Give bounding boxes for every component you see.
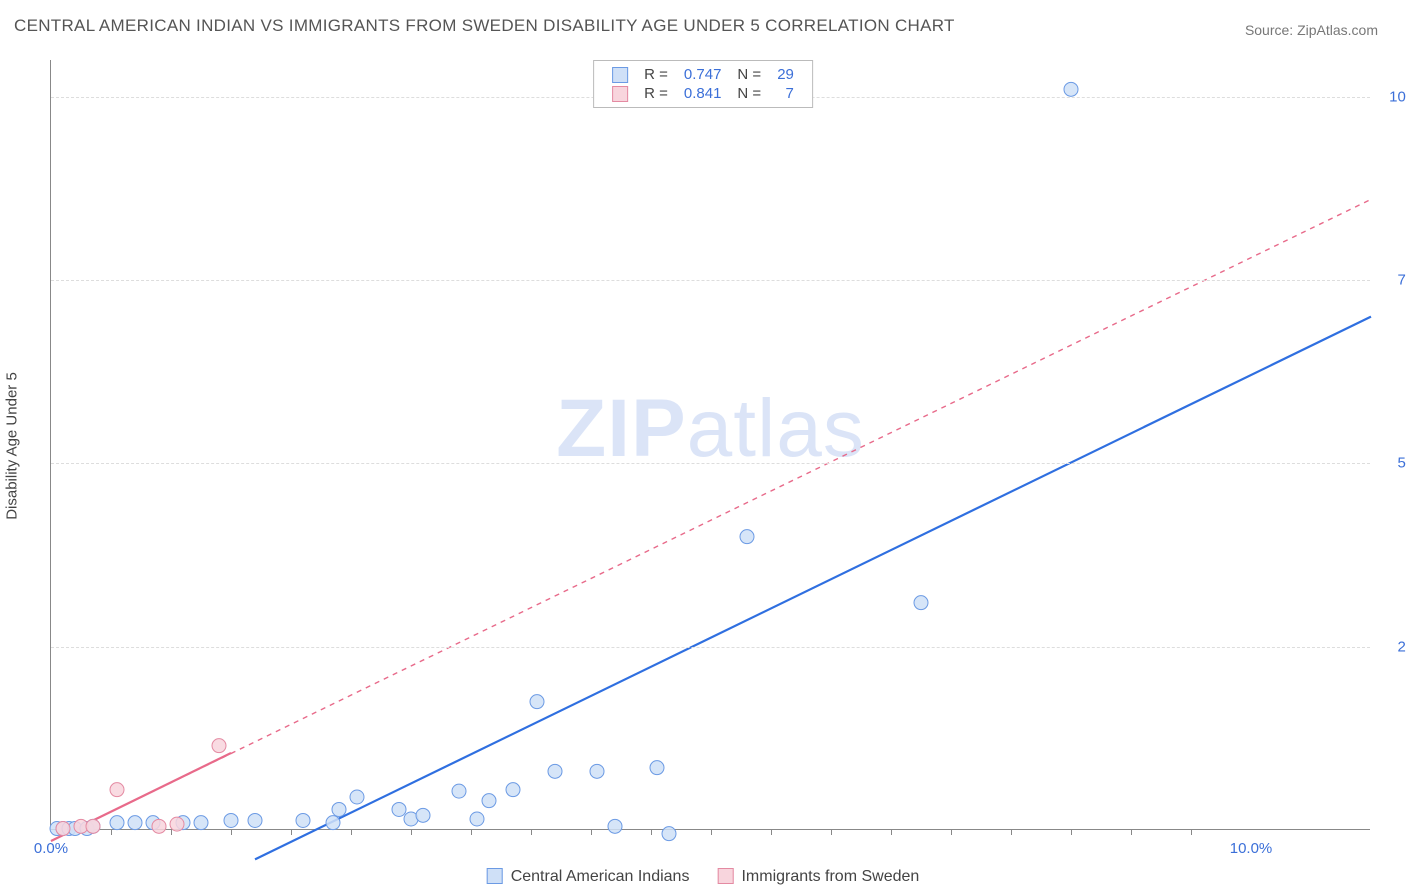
stats-n-label: N = bbox=[729, 84, 769, 103]
data-point bbox=[194, 816, 208, 830]
data-point bbox=[332, 802, 346, 816]
data-point bbox=[128, 816, 142, 830]
x-tick bbox=[111, 829, 112, 835]
legend-swatch bbox=[612, 86, 628, 102]
data-point bbox=[170, 817, 184, 831]
data-point bbox=[326, 816, 340, 830]
stats-r-label: R = bbox=[636, 84, 676, 103]
gridline bbox=[51, 280, 1370, 281]
data-point bbox=[224, 813, 238, 827]
gridline bbox=[51, 647, 1370, 648]
x-tick-label: 0.0% bbox=[34, 840, 68, 857]
stats-r-value: 0.841 bbox=[676, 84, 730, 103]
x-tick bbox=[171, 829, 172, 835]
y-tick-label: 50.0% bbox=[1380, 455, 1406, 472]
data-point bbox=[248, 813, 262, 827]
data-point bbox=[590, 764, 604, 778]
x-tick bbox=[291, 829, 292, 835]
trend-line bbox=[51, 199, 1371, 841]
x-tick bbox=[831, 829, 832, 835]
data-point bbox=[740, 530, 754, 544]
legend-swatch bbox=[612, 67, 628, 83]
chart-title: CENTRAL AMERICAN INDIAN VS IMMIGRANTS FR… bbox=[14, 16, 955, 36]
x-tick bbox=[711, 829, 712, 835]
data-point bbox=[608, 819, 622, 833]
legend-item: Immigrants from Sweden bbox=[717, 868, 919, 885]
x-tick bbox=[411, 829, 412, 835]
x-tick-label: 10.0% bbox=[1230, 840, 1273, 857]
trend-line bbox=[255, 317, 1371, 860]
legend-swatch bbox=[487, 868, 503, 884]
x-tick bbox=[471, 829, 472, 835]
x-tick bbox=[1071, 829, 1072, 835]
data-point bbox=[152, 819, 166, 833]
stats-n-label: N = bbox=[729, 65, 769, 84]
data-point bbox=[296, 813, 310, 827]
x-tick bbox=[1011, 829, 1012, 835]
x-tick bbox=[951, 829, 952, 835]
data-point bbox=[506, 783, 520, 797]
stats-legend: R =0.747N =29R =0.841N =7 bbox=[593, 60, 813, 108]
data-point bbox=[650, 761, 664, 775]
data-point bbox=[914, 596, 928, 610]
x-tick bbox=[591, 829, 592, 835]
legend-swatch bbox=[717, 868, 733, 884]
y-tick-label: 25.0% bbox=[1380, 638, 1406, 655]
x-tick bbox=[531, 829, 532, 835]
data-point bbox=[530, 695, 544, 709]
stats-n-value: 29 bbox=[769, 65, 802, 84]
data-point bbox=[392, 802, 406, 816]
stats-n-value: 7 bbox=[769, 84, 802, 103]
chart-container: CENTRAL AMERICAN INDIAN VS IMMIGRANTS FR… bbox=[0, 0, 1406, 892]
stats-r-label: R = bbox=[636, 65, 676, 84]
legend-label: Immigrants from Sweden bbox=[741, 868, 919, 885]
x-tick bbox=[771, 829, 772, 835]
x-tick bbox=[1131, 829, 1132, 835]
x-tick bbox=[891, 829, 892, 835]
data-point bbox=[482, 794, 496, 808]
bottom-legend: Central American Indians Immigrants from … bbox=[473, 868, 934, 886]
gridline bbox=[51, 463, 1370, 464]
data-point bbox=[1064, 82, 1078, 96]
source-link[interactable]: ZipAtlas.com bbox=[1297, 22, 1378, 38]
data-point bbox=[110, 783, 124, 797]
x-tick bbox=[351, 829, 352, 835]
stats-row: R =0.841N =7 bbox=[604, 84, 802, 103]
stats-r-value: 0.747 bbox=[676, 65, 730, 84]
data-point bbox=[350, 790, 364, 804]
plot-area: ZIPatlas 25.0%50.0%75.0%100.0%0.0%10.0% bbox=[50, 60, 1370, 830]
y-tick-label: 75.0% bbox=[1380, 272, 1406, 289]
data-point bbox=[86, 819, 100, 833]
legend-label: Central American Indians bbox=[511, 868, 690, 885]
data-point bbox=[56, 822, 70, 836]
data-point bbox=[110, 816, 124, 830]
x-tick bbox=[651, 829, 652, 835]
legend-item: Central American Indians bbox=[487, 868, 690, 885]
data-point bbox=[470, 812, 484, 826]
source-label: Source: ZipAtlas.com bbox=[1245, 22, 1378, 38]
data-point bbox=[416, 808, 430, 822]
y-tick-label: 100.0% bbox=[1380, 88, 1406, 105]
stats-row: R =0.747N =29 bbox=[604, 65, 802, 84]
data-point bbox=[662, 827, 676, 841]
y-axis-title: Disability Age Under 5 bbox=[4, 372, 21, 520]
x-tick bbox=[231, 829, 232, 835]
x-tick bbox=[1191, 829, 1192, 835]
data-point bbox=[548, 764, 562, 778]
plot-svg bbox=[51, 60, 1371, 830]
data-point bbox=[212, 739, 226, 753]
data-point bbox=[452, 784, 466, 798]
